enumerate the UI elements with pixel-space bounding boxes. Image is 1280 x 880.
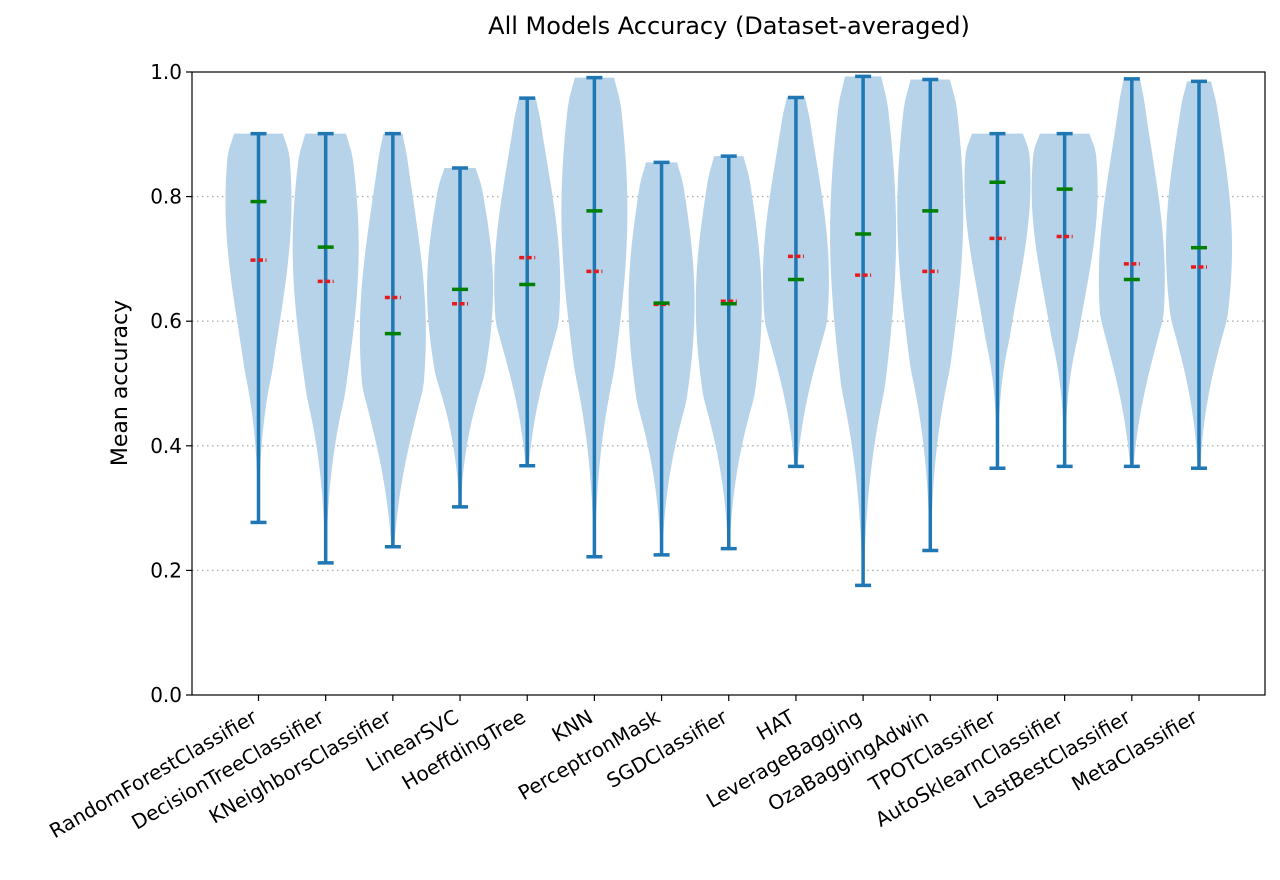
- violin-group: [494, 96, 561, 468]
- violin-group: [1098, 77, 1165, 469]
- y-tick-label: 0.2: [150, 558, 182, 582]
- violin-group: [762, 95, 829, 469]
- violin-group: [225, 131, 292, 525]
- violin-group: [359, 131, 426, 549]
- y-tick-label: 0.4: [150, 434, 182, 458]
- violin-group: [427, 166, 494, 509]
- x-tick-label: HAT: [752, 704, 799, 745]
- violin-group: [292, 131, 359, 565]
- violin-group: [830, 74, 897, 588]
- y-tick-label: 1.0: [150, 60, 182, 84]
- y-axis-label: Mean accuracy: [108, 300, 133, 466]
- y-tick-label: 0.6: [150, 309, 182, 333]
- violin-group: [628, 160, 695, 557]
- violin-group: [695, 154, 762, 551]
- violins: [225, 74, 1232, 588]
- y-tick-label: 0.8: [150, 185, 182, 209]
- chart-title: All Models Accuracy (Dataset-averaged): [488, 12, 970, 40]
- y-ticks: 0.0 0.2 0.4 0.6 0.8 1.0: [150, 60, 192, 707]
- y-tick-label: 0.0: [150, 683, 182, 707]
- violin-group: [1166, 79, 1232, 470]
- violin-group: [561, 75, 628, 559]
- violin-group: [897, 77, 964, 553]
- x-ticks: RandomForestClassifierDecisionTreeClassi…: [45, 695, 1202, 843]
- violin-group: [964, 131, 1031, 470]
- violin-group: [1031, 131, 1098, 469]
